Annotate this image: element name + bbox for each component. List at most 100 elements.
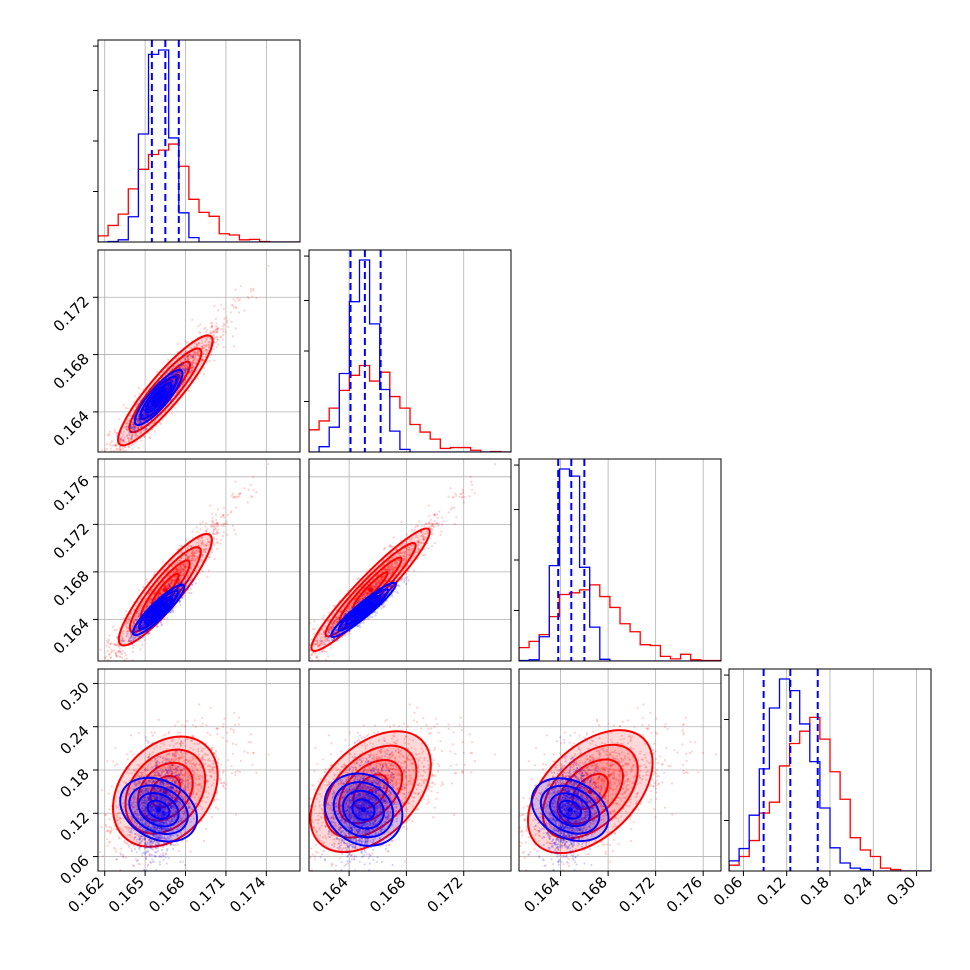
scatter-point [145, 414, 148, 417]
scatter-point [165, 387, 168, 390]
scatter-point [129, 436, 132, 439]
scatter-point [249, 495, 253, 498]
scatter-point [201, 359, 204, 362]
scatter-point [193, 358, 196, 361]
scatter-point [190, 356, 193, 360]
scatter-point [171, 373, 174, 377]
scatter-point [148, 437, 152, 440]
scatter-point [201, 347, 204, 350]
scatter-point [161, 391, 164, 394]
scatter-point [204, 340, 207, 344]
scatter-point [148, 406, 151, 409]
scatter-point [147, 406, 151, 409]
scatter-point [226, 319, 229, 322]
scatter-point [115, 432, 118, 435]
scatter-point [210, 331, 213, 334]
scatter-point [203, 344, 207, 347]
scatter-point [166, 384, 169, 387]
scatter-point [137, 427, 140, 430]
scatter-point [178, 373, 181, 376]
scatter-point [197, 325, 200, 328]
scatter-point [178, 363, 181, 367]
scatter-point [144, 427, 147, 430]
scatter-point [137, 418, 140, 421]
scatter-point [180, 571, 183, 574]
scatter-point [100, 448, 103, 452]
scatter-point [183, 374, 186, 377]
scatter-point [139, 421, 142, 424]
scatter-point [121, 438, 124, 441]
scatter-point [207, 343, 210, 347]
histogram-series-2 [98, 49, 300, 242]
scatter-point [188, 353, 191, 356]
scatter-point [252, 289, 255, 292]
scatter-point [133, 425, 136, 428]
scatter-point [183, 368, 186, 372]
scatter-point [208, 332, 211, 335]
scatter-point [153, 401, 156, 404]
scatter-point [183, 378, 186, 382]
scatter-point [185, 367, 188, 371]
scatter-point [142, 409, 146, 412]
scatter-point [148, 408, 151, 411]
scatter-point [119, 437, 122, 440]
scatter-point [135, 434, 138, 437]
scatter-point [209, 504, 212, 507]
scatter-point [148, 406, 151, 410]
scatter-point [103, 449, 107, 452]
scatter-point [208, 340, 211, 344]
scatter-point [132, 433, 135, 436]
scatter-point [147, 408, 150, 412]
scatter-point [174, 373, 178, 376]
scatter-point [131, 423, 135, 427]
scatter-point [143, 411, 146, 414]
scatter-point [140, 419, 144, 422]
scatter-point [131, 414, 134, 417]
scatter-point [149, 405, 153, 408]
scatter-point [160, 394, 163, 397]
scatter-point [172, 394, 176, 398]
scatter-point [173, 579, 177, 582]
scatter-point [149, 406, 152, 409]
scatter-point [94, 646, 96, 648]
scatter-point [154, 399, 157, 402]
scatter-point [158, 422, 161, 425]
scatter-point [216, 522, 219, 525]
scatter-point [136, 427, 139, 430]
scatter-point [129, 414, 132, 418]
scatter-point [106, 454, 108, 456]
scatter-point [215, 340, 218, 344]
scatter-point [201, 344, 205, 347]
scatter-point [121, 649, 125, 652]
scatter-point [166, 583, 170, 586]
scatter-point [145, 412, 148, 415]
scatter-point [139, 399, 142, 402]
scatter-point [186, 575, 189, 578]
scatter-point [135, 404, 138, 407]
scatter-point [148, 406, 151, 410]
scatter-point [206, 349, 210, 352]
scatter-point [142, 601, 145, 604]
scatter-point [137, 419, 140, 422]
scatter-point [234, 327, 237, 330]
scatter-point [216, 328, 219, 331]
scatter-point [134, 431, 137, 434]
scatter-point [222, 322, 225, 325]
scatter-point [166, 389, 169, 392]
scatter-point [195, 342, 198, 346]
scatter-point [115, 457, 117, 459]
scatter-point [194, 544, 198, 547]
scatter-point [220, 524, 223, 527]
scatter-point [166, 386, 169, 389]
scatter-point [167, 384, 170, 387]
scatter-point [155, 399, 159, 402]
scatter-point [178, 371, 181, 374]
scatter-point [201, 358, 204, 361]
scatter-point [154, 399, 157, 402]
scatter-point [165, 384, 168, 388]
scatter-point [136, 421, 140, 425]
scatter-point [90, 679, 92, 681]
scatter-point [249, 290, 253, 293]
scatter-point [114, 444, 118, 447]
